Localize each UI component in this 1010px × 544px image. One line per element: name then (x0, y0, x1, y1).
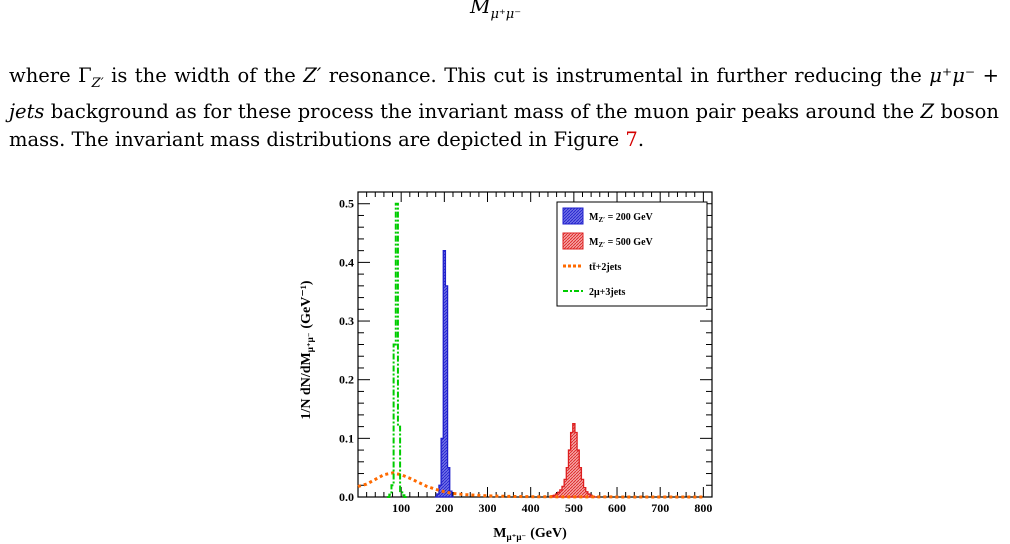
text-span: . (637, 127, 645, 151)
y-tick-label: 0.4 (339, 255, 354, 269)
x-tick-label: 200 (435, 501, 453, 515)
text-span: boson mass. The invariant mass distribut… (9, 99, 999, 151)
text-span: where Γ (9, 64, 92, 87)
legend-label: 2μ+3jets (589, 287, 625, 298)
x-axis-label-unit: (GeV) (530, 526, 567, 541)
text-span: Z′ (303, 64, 322, 87)
formula-text: Mμ⁺μ⁻ (470, 0, 521, 22)
legend-swatch (562, 232, 584, 250)
y-axis-label: 1/N dN/dMμ⁺μ⁻ (GeV⁻¹) (299, 280, 315, 419)
text-span: jets (9, 99, 45, 123)
legend-label-main: tt̄+2jets (589, 262, 621, 273)
text-span: resonance. This cut is instrumental in f… (321, 64, 922, 87)
legend-label: tt̄+2jets (589, 262, 621, 273)
legend-label-main: M (589, 212, 599, 223)
body-paragraph: where ΓZ′ is the width of the Z′ resonan… (9, 62, 999, 154)
x-tick-label: 600 (608, 501, 626, 515)
text-span: Z′ (91, 75, 104, 91)
text-span: is the width of the (103, 64, 304, 87)
text-span: the (882, 99, 921, 123)
formula-sub: μ⁺μ⁻ (490, 7, 522, 22)
text-span: Z (920, 99, 935, 123)
legend-label-sub: Z′ (598, 241, 605, 249)
series-2mu3jets-line (387, 202, 407, 498)
y-tick-label: 0.1 (339, 431, 354, 445)
legend-label-main: 2μ+3jets (589, 287, 625, 298)
x-axis-label-sub: μ⁺μ⁻ (506, 532, 526, 542)
x-tick-label: 300 (479, 501, 497, 515)
y-axis-label-sub: μ⁺μ⁻ (305, 332, 315, 352)
x-axis-label-main: M (493, 526, 506, 541)
series-layer (357, 202, 704, 499)
y-tick-label: 0.3 (339, 314, 354, 328)
legend-swatch (562, 207, 584, 225)
y-axis-label-main: 1/N dN/dM (299, 352, 314, 419)
legend-label-main: M (589, 237, 599, 248)
x-tick-label: 800 (694, 501, 712, 515)
y-tick-label: 0.0 (339, 490, 354, 504)
series-mz500-histogram (549, 423, 597, 498)
x-tick-label: 700 (651, 501, 669, 515)
x-tick-label: 100 (392, 501, 410, 515)
x-axis-label: Mμ⁺μ⁻ (GeV) (493, 526, 567, 542)
y-tick-label: 0.5 (339, 197, 354, 211)
formula-m: M (470, 0, 491, 18)
formula-fragment: Mμ⁺μ⁻ (0, 0, 1010, 30)
legend-label: MZ′ = 200 GeV (589, 212, 654, 224)
x-tick-label: 400 (522, 501, 540, 515)
figure-reference-link[interactable]: 7 (625, 127, 638, 151)
plot-frame: 100 200 300 400 500 600 700 800 0.0 0.1 0.2 0.3 0.4 0… (339, 191, 713, 515)
legend-label: MZ′ = 500 GeV (589, 237, 654, 249)
series-mz200-histogram (434, 250, 455, 498)
legend-label-tail: = 200 GeV (605, 212, 653, 223)
legend-label-sub: Z′ (598, 216, 605, 224)
text-span: background as for these process the inva… (44, 99, 876, 123)
x-tick-label: 500 (565, 501, 583, 515)
series-ttbar-line (357, 471, 704, 499)
y-axis-label-unit: (GeV⁻¹) (299, 280, 314, 328)
y-tick-label: 0.2 (339, 373, 354, 387)
legend-label-tail: = 500 GeV (605, 237, 653, 248)
text-span: μ⁺μ⁻ + (929, 64, 999, 87)
